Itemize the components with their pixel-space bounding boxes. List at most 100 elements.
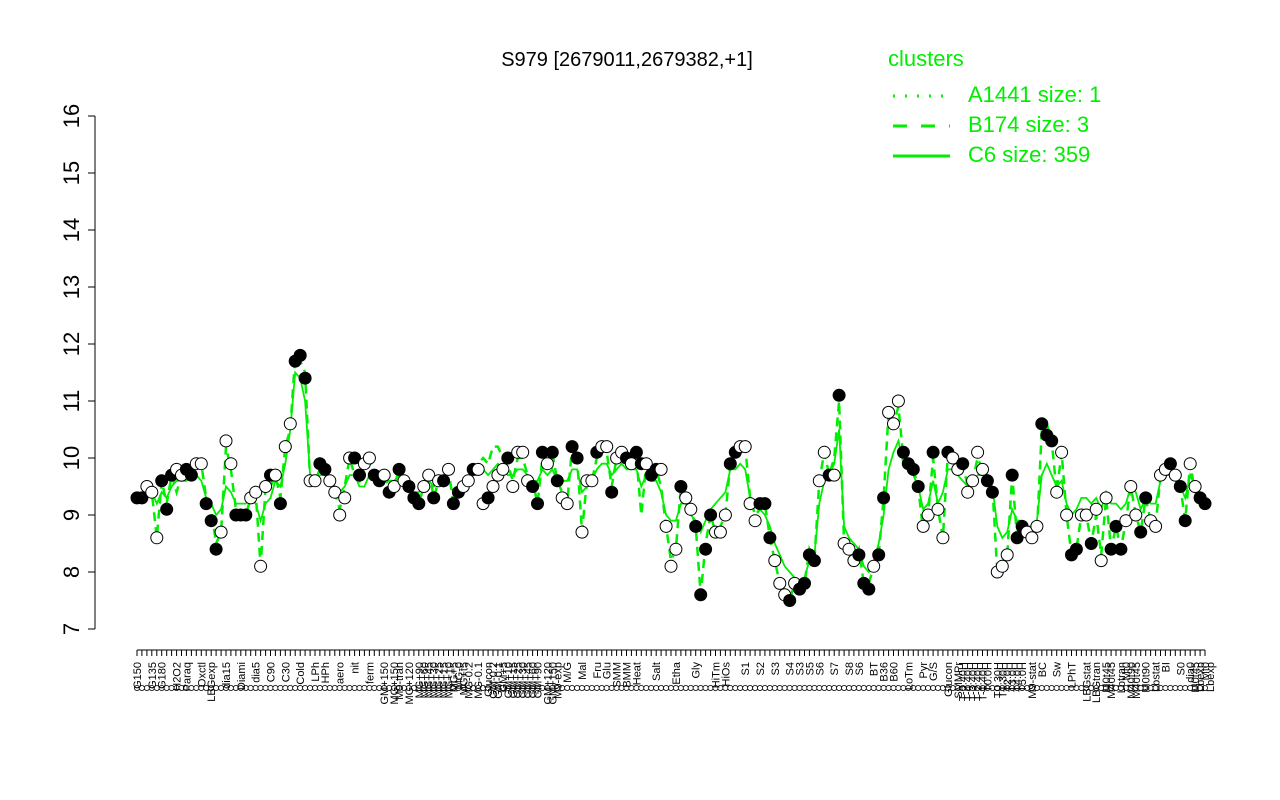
x-rug-mark [321, 685, 328, 692]
x-rug-mark [875, 685, 882, 692]
data-point [135, 491, 149, 505]
x-rug-mark [855, 685, 862, 692]
x-tick-label: Lbtran [1116, 662, 1128, 693]
x-rug-mark [682, 685, 689, 692]
x-rug-mark [935, 685, 942, 692]
x-tick-label: LBGstat [1081, 662, 1093, 702]
data-point [1198, 497, 1212, 511]
x-tick-label: MG+5 [448, 662, 460, 692]
data-point [417, 480, 431, 493]
data-point [1139, 491, 1153, 505]
x-tick-label: T-2.40H [973, 662, 985, 701]
data-point [219, 434, 233, 448]
data-point [654, 462, 668, 476]
x-tick-label: GM+25 [513, 662, 525, 698]
data-point [273, 497, 287, 511]
data-point [629, 445, 643, 459]
x-tick-label: S7 [829, 662, 841, 675]
x-tick-label: Lbstat [1151, 662, 1163, 692]
data-point [570, 451, 584, 465]
x-tick-label: M/G [562, 662, 574, 683]
data-point [842, 542, 856, 556]
x-tick-label: GM+120 [542, 662, 554, 705]
x-rug-mark [677, 685, 684, 692]
data-point [353, 468, 366, 482]
data-point [392, 462, 406, 476]
x-tick-label: Glucon [483, 662, 495, 697]
x-rug-mark [930, 685, 937, 692]
x-tick-label: S2 [755, 662, 767, 675]
data-point [224, 457, 238, 471]
x-rug-mark [1038, 685, 1045, 692]
data-point [807, 554, 821, 568]
x-rug-mark [870, 685, 877, 692]
x-rug-mark [1162, 685, 1169, 692]
legend: clusters A1441 size: 1 B174 size: 3 C6 s… [888, 46, 1101, 167]
data-point [442, 462, 455, 476]
x-tick-label: Heat [631, 662, 643, 685]
data-point [1050, 485, 1064, 499]
x-tick-label: M40t45 [1131, 662, 1143, 699]
data-point [812, 474, 826, 488]
x-rug-mark [579, 685, 586, 692]
x-tick-label: BT [869, 662, 881, 676]
data-point [545, 445, 559, 459]
data-point [699, 542, 713, 556]
data-point [1010, 531, 1024, 545]
x-rug-mark [569, 685, 576, 692]
y-tick-label: 8 [59, 566, 84, 578]
x-rug-mark [603, 685, 610, 692]
data-point [155, 474, 169, 488]
data-point [882, 405, 896, 419]
data-point [704, 508, 718, 522]
x-rug-mark [1182, 685, 1189, 692]
x-tick-label: MG-0.2 [463, 662, 475, 699]
x-rug-mark [771, 685, 778, 692]
data-point [679, 491, 693, 505]
data-point [1124, 480, 1138, 493]
x-tick-label: T1.30H [997, 662, 1009, 698]
data-point [249, 485, 263, 499]
x-tick-label: S6 [814, 662, 826, 675]
data-point [639, 457, 653, 471]
x-rug-mark [801, 685, 808, 692]
data-point [773, 576, 787, 590]
x-rug-mark [292, 685, 299, 692]
x-rug-mark [371, 685, 378, 692]
data-point [961, 485, 975, 499]
data-point [718, 508, 732, 522]
x-rug-mark [860, 685, 867, 692]
x-rug-mark [791, 685, 798, 692]
data-point [980, 474, 994, 488]
data-point [323, 474, 337, 488]
x-tick-label: LBGexp [206, 662, 218, 702]
data-point [1045, 434, 1059, 448]
data-point [1134, 525, 1148, 539]
data-point [723, 457, 737, 471]
x-tick-label: LoTm [903, 662, 915, 690]
x-tick-label: T4.0H [1012, 662, 1024, 692]
data-point [550, 474, 564, 488]
x-tick-label: dia15 [221, 662, 233, 689]
data-point [1173, 480, 1187, 493]
data-point [585, 474, 599, 488]
x-tick-label: GM+150 [547, 662, 559, 705]
x-tick-label: Gly [691, 662, 703, 679]
x-rug-mark [356, 685, 363, 692]
x-tick-label: T0.0H [982, 662, 994, 692]
x-rug-mark [692, 685, 699, 692]
data-point [1178, 514, 1192, 528]
x-tick-label: Mt0 [1200, 662, 1212, 680]
data-point [412, 497, 426, 511]
data-point [1099, 491, 1113, 505]
x-rug-mark [331, 685, 338, 692]
x-tick-label: Etha [671, 661, 683, 685]
x-rug-mark [811, 685, 818, 692]
x-tick-label: MG+45 [424, 662, 436, 698]
x-tick-label: T-1.40H [978, 662, 990, 701]
data-point [758, 497, 772, 511]
data-point [531, 497, 544, 511]
x-tick-label: GM+90 [533, 662, 545, 698]
x-tick-label: GM+5 [498, 662, 510, 692]
